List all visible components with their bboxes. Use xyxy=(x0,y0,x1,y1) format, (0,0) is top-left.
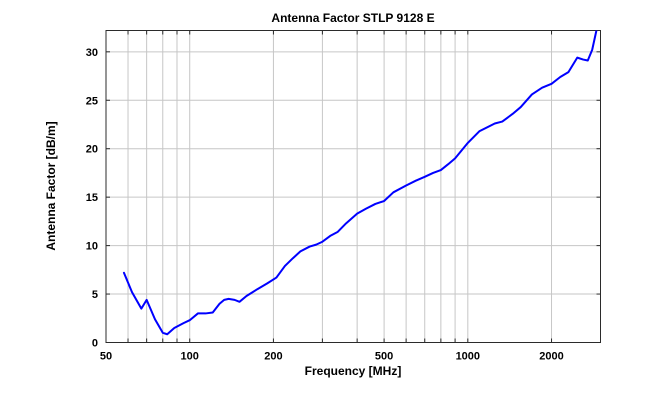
chart-title: Antenna Factor STLP 9128 E xyxy=(271,11,435,25)
y-tick-label: 20 xyxy=(86,144,98,156)
x-tick-label: 1000 xyxy=(456,351,480,363)
x-axis-label: Frequency [MHz] xyxy=(304,364,402,378)
y-tick-label: 15 xyxy=(86,192,98,204)
x-tick-label: 2000 xyxy=(539,351,563,363)
x-tick-label: 500 xyxy=(375,351,393,363)
x-tick-label: 200 xyxy=(264,351,282,363)
y-tick-label: 30 xyxy=(86,47,98,59)
axis-box xyxy=(105,30,601,343)
x-tick-label: 100 xyxy=(181,351,199,363)
y-tick-label: 5 xyxy=(92,289,98,301)
antenna-factor-curve xyxy=(122,30,598,336)
y-tick-label: 10 xyxy=(86,241,98,253)
x-tick-label: 50 xyxy=(100,351,112,363)
y-tick-label: 25 xyxy=(86,95,98,107)
y-axis-label: Antenna Factor [dB/m] xyxy=(44,121,58,251)
y-tick-label: 0 xyxy=(92,338,98,350)
